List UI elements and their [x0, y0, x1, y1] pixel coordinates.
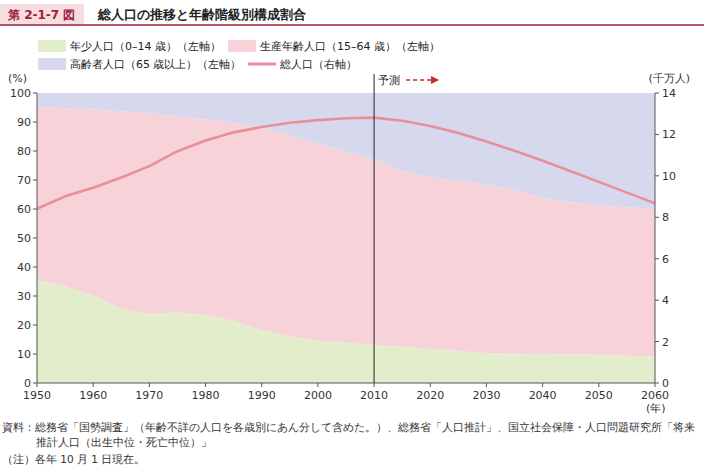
- y2-axis-label: (千万人): [648, 72, 690, 85]
- y2-tick-label: 12: [662, 128, 676, 141]
- y-tick: [33, 296, 37, 297]
- x-tick: [205, 383, 206, 387]
- x-tick: [486, 383, 487, 387]
- legend-swatch: [38, 40, 66, 52]
- x-tick-label: 2020: [416, 389, 444, 402]
- x-tick-label: 2010: [360, 389, 388, 402]
- figure-label: 第 2-1-7 図: [7, 8, 75, 22]
- legend-label: 高齢者人口（65 歳以上）（左軸）: [70, 58, 242, 71]
- chart: 第 2-1-7 図 総人口の推移と年齢階級別構成割合年少人口（0–14 歳）（左軸…: [0, 0, 704, 470]
- x-tick: [317, 383, 318, 387]
- x-tick: [655, 383, 656, 387]
- y2-tick: [655, 258, 659, 259]
- y-tick: [33, 180, 37, 181]
- y-tick: [33, 151, 37, 152]
- y-tick: [33, 209, 37, 210]
- y2-tick: [655, 93, 659, 94]
- y2-tick: [655, 175, 659, 176]
- y-tick-label: 10: [17, 348, 31, 361]
- y-tick-label: 40: [17, 261, 31, 274]
- x-tick-label: 2040: [529, 389, 557, 402]
- legend-swatch: [248, 63, 276, 66]
- x-axis-label: (年): [646, 402, 666, 415]
- y-tick-label: 80: [17, 145, 31, 158]
- x-tick: [37, 383, 38, 387]
- header-rule: [0, 24, 704, 26]
- x-tick: [598, 383, 599, 387]
- y2-tick: [655, 134, 659, 135]
- x-tick-label: 1950: [23, 389, 51, 402]
- y-tick: [33, 383, 37, 384]
- y-tick-label: 100: [10, 87, 31, 100]
- plot-area: [37, 93, 655, 383]
- x-axis: [37, 383, 655, 384]
- x-tick-label: 2030: [472, 389, 500, 402]
- y2-tick: [655, 341, 659, 342]
- legend-label: 生産年齢人口（15–64 歳）（左軸）: [260, 40, 440, 53]
- y-tick: [33, 325, 37, 326]
- y2-tick: [655, 300, 659, 301]
- y2-tick-label: 10: [662, 170, 676, 183]
- y2-tick-label: 14: [662, 87, 676, 100]
- forecast-arrow: [406, 79, 432, 81]
- line: [37, 118, 655, 209]
- y-tick: [33, 354, 37, 355]
- x-tick-label: 1980: [192, 389, 220, 402]
- legend-label: 年少人口（0–14 歳）（左軸）: [70, 40, 221, 53]
- y-tick: [33, 267, 37, 268]
- y-tick: [33, 93, 37, 94]
- forecast-divider: [374, 74, 375, 383]
- legend-swatch: [38, 58, 66, 70]
- annotation: 予測: [378, 74, 400, 87]
- note: 推計人口（出生中位・死亡中位）」: [36, 436, 212, 448]
- x-tick-label: 1970: [135, 389, 163, 402]
- x-tick: [374, 383, 375, 387]
- title: 総人口の推移と年齢階級別構成割合: [97, 7, 306, 22]
- x-tick-label: 2050: [585, 389, 613, 402]
- note: （注）各年 10 月 1 日現在。: [2, 453, 145, 465]
- x-tick: [261, 383, 262, 387]
- y-tick-label: 20: [17, 319, 31, 332]
- y-tick-label: 70: [17, 174, 31, 187]
- x-tick: [93, 383, 94, 387]
- area: [37, 93, 655, 209]
- y-tick-label: 90: [17, 116, 31, 129]
- y2-tick-label: 8: [662, 211, 669, 224]
- x-tick-label: 2060: [641, 389, 669, 402]
- y2-tick: [655, 383, 659, 384]
- x-tick: [149, 383, 150, 387]
- legend-label: 総人口（右軸）: [279, 58, 357, 71]
- forecast-arrowhead: [431, 76, 439, 84]
- y-tick-label: 50: [17, 232, 31, 245]
- x-tick-label: 2000: [304, 389, 332, 402]
- figure-label-bg: [0, 4, 84, 25]
- y-axis-label: (%): [8, 72, 27, 85]
- y-tick: [33, 238, 37, 239]
- y-tick: [33, 122, 37, 123]
- note: 資料：総務省「国勢調査」（年齢不詳の人口を各歳別にあん分して含めた。）、総務省「…: [2, 421, 695, 433]
- x-tick: [542, 383, 543, 387]
- y2-tick: [655, 217, 659, 218]
- y2-axis: [655, 93, 656, 383]
- y-tick-label: 60: [17, 203, 31, 216]
- legend-swatch: [228, 40, 256, 52]
- y2-tick-label: 6: [662, 253, 669, 266]
- y2-tick-label: 2: [662, 336, 669, 349]
- y-tick-label: 30: [17, 290, 31, 303]
- x-tick: [430, 383, 431, 387]
- x-tick-label: 1960: [79, 389, 107, 402]
- x-tick-label: 1990: [248, 389, 276, 402]
- y2-tick-label: 4: [662, 294, 669, 307]
